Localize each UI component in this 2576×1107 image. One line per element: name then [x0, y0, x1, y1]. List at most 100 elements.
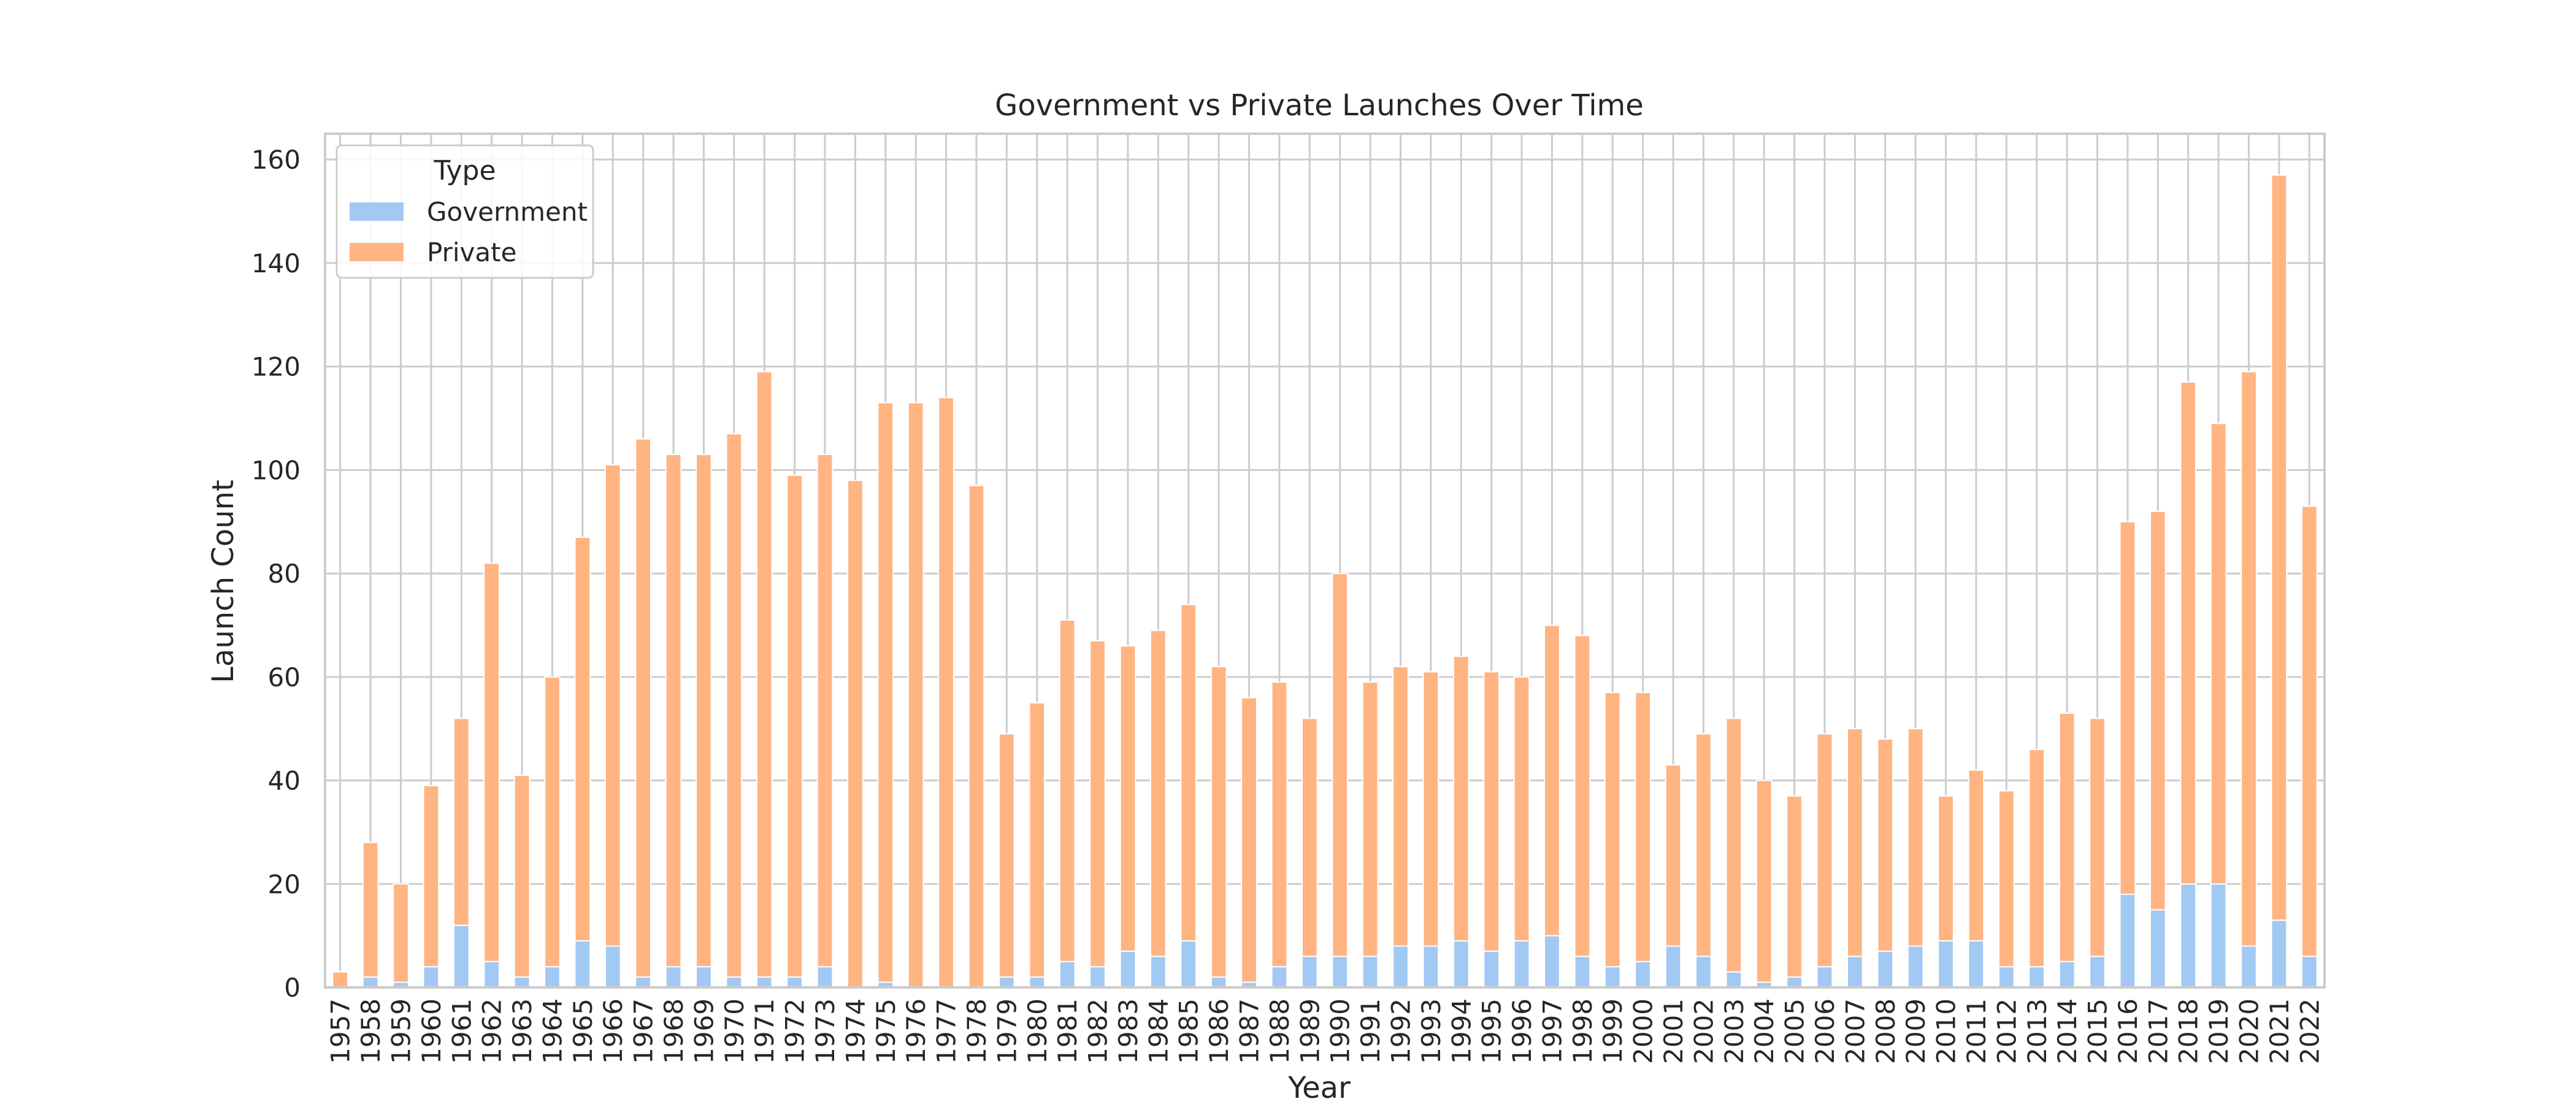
x-tick-label: 1981 — [1052, 998, 1083, 1064]
x-tick-label: 1971 — [749, 998, 780, 1064]
x-tick-label: 2011 — [1961, 998, 1991, 1064]
bar-government-1995 — [1483, 950, 1500, 988]
y-tick-label: 120 — [251, 352, 301, 382]
x-tick-label: 2006 — [1810, 998, 1840, 1064]
bar-private-2014 — [2058, 712, 2076, 962]
bar-private-1997 — [1544, 624, 1560, 937]
y-tick-labels: 0 20 40 60 80 100 120 140 160 — [251, 145, 301, 1003]
x-tick-label: 1994 — [1446, 998, 1476, 1064]
x-tick-label: 1964 — [537, 998, 567, 1064]
bar-private-2020 — [2241, 371, 2257, 947]
x-tick-label: 1963 — [507, 998, 537, 1064]
bar-government-1981 — [1059, 960, 1076, 989]
x-tick-label: 2001 — [1658, 998, 1689, 1064]
bar-private-2012 — [1998, 790, 2015, 968]
bar-private-2013 — [2028, 748, 2045, 968]
bar-government-1973 — [816, 966, 834, 988]
bar-private-2005 — [1786, 795, 1803, 978]
y-tick-label: 140 — [251, 248, 301, 278]
bar-government-2022 — [2301, 956, 2318, 989]
x-tick-label: 1979 — [992, 998, 1022, 1064]
bar-private-2019 — [2210, 423, 2227, 885]
bar-private-1977 — [938, 397, 954, 988]
bar-private-1992 — [1392, 665, 1409, 947]
bar-government-2005 — [1786, 976, 1803, 989]
bar-private-1958 — [362, 841, 379, 978]
x-tick-label: 1976 — [901, 998, 931, 1064]
bar-government-1969 — [696, 966, 712, 988]
bar-government-2010 — [1938, 940, 1954, 989]
bars — [332, 174, 2318, 989]
bar-private-2018 — [2180, 381, 2197, 885]
x-tick-label: 1961 — [447, 998, 477, 1064]
x-tick-label: 2018 — [2174, 998, 2204, 1064]
bar-government-1961 — [453, 924, 470, 989]
x-tick-label: 2019 — [2204, 998, 2234, 1064]
x-tick-labels: 1957 1958 1959 1960 1961 1962 1963 1964 1965 1966… — [326, 998, 2325, 1064]
bar-government-1960 — [423, 966, 440, 988]
bar-private-2000 — [1635, 692, 1651, 962]
bar-government-1982 — [1089, 966, 1106, 988]
bar-private-2016 — [2119, 521, 2136, 895]
bar-private-1976 — [907, 402, 924, 988]
x-tick-label: 1996 — [1507, 998, 1537, 1064]
x-tick-label: 2005 — [1780, 998, 1810, 1064]
bar-private-2009 — [1907, 728, 1924, 947]
bar-government-2018 — [2180, 883, 2197, 988]
x-tick-label: 2013 — [2022, 998, 2052, 1064]
x-tick-label: 1959 — [386, 998, 416, 1064]
bar-private-2001 — [1665, 764, 1682, 947]
x-tick-label: 2004 — [1749, 998, 1779, 1064]
bar-government-1966 — [604, 945, 621, 988]
bar-government-1965 — [574, 940, 591, 989]
bar-government-1967 — [635, 976, 651, 989]
bar-private-2010 — [1938, 795, 1954, 942]
bar-government-2003 — [1725, 971, 1742, 989]
x-tick-label: 1974 — [840, 998, 870, 1064]
x-tick-label: 1993 — [1416, 998, 1446, 1064]
x-tick-label: 2021 — [2264, 998, 2294, 1064]
bar-government-1994 — [1452, 940, 1470, 989]
x-axis-label: Year — [1287, 1071, 1351, 1104]
x-tick-label: 1978 — [962, 998, 992, 1064]
bar-government-2016 — [2119, 894, 2136, 989]
bar-private-2003 — [1725, 718, 1742, 973]
x-tick-label: 2014 — [2052, 998, 2082, 1064]
bar-private-1973 — [816, 454, 834, 968]
x-tick-label: 1972 — [780, 998, 810, 1064]
bar-private-1960 — [423, 784, 440, 968]
x-tick-label: 1977 — [932, 998, 962, 1064]
bar-private-2021 — [2271, 174, 2288, 921]
bar-government-1993 — [1422, 945, 1439, 988]
x-tick-label: 1984 — [1143, 998, 1173, 1064]
bar-private-2008 — [1877, 738, 1894, 952]
bar-private-1974 — [847, 480, 864, 988]
x-tick-label: 2008 — [1871, 998, 1901, 1064]
y-tick-label: 80 — [268, 559, 301, 589]
bar-government-2014 — [2058, 960, 2076, 989]
bar-government-1988 — [1271, 966, 1288, 988]
bar-private-1965 — [574, 537, 591, 942]
legend-swatch-government — [350, 202, 404, 221]
bar-private-1989 — [1301, 718, 1318, 957]
y-tick-label: 100 — [251, 455, 301, 485]
grid-lines — [325, 134, 2325, 989]
bar-private-1986 — [1210, 665, 1227, 978]
bar-government-1986 — [1210, 976, 1227, 989]
legend: Type Government Private — [335, 144, 594, 279]
y-tick-label: 40 — [268, 766, 301, 796]
legend-label-private: Private — [427, 237, 516, 267]
bar-government-1971 — [756, 976, 773, 989]
legend-swatch-private — [350, 243, 404, 261]
x-tick-label: 1962 — [477, 998, 507, 1064]
bar-government-1990 — [1332, 956, 1349, 989]
bar-government-1963 — [513, 976, 531, 989]
x-tick-label: 1992 — [1386, 998, 1416, 1064]
bar-private-2022 — [2301, 505, 2318, 957]
bar-government-2006 — [1816, 966, 1833, 988]
bar-government-2001 — [1665, 945, 1682, 988]
bar-government-1998 — [1574, 956, 1591, 989]
x-tick-label: 1988 — [1265, 998, 1295, 1064]
bar-private-1985 — [1180, 603, 1197, 942]
